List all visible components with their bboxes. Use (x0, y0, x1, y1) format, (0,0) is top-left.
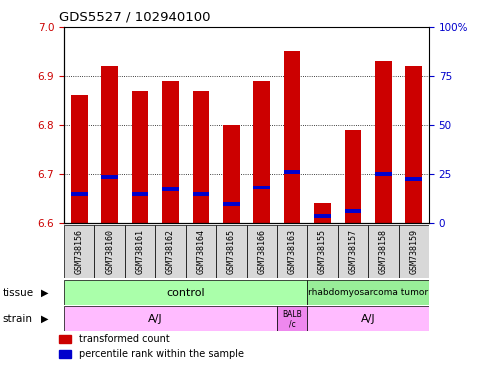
Bar (223, 202, 240, 205)
Bar (307, 225, 338, 278)
Text: GSM738165: GSM738165 (227, 229, 236, 274)
Bar (345, 209, 361, 213)
Bar (398, 225, 429, 278)
Bar (162, 81, 179, 223)
Bar (284, 51, 300, 223)
Bar (71, 96, 88, 223)
Text: A/J: A/J (361, 314, 375, 324)
Bar (64, 280, 307, 305)
Bar (277, 225, 307, 278)
Legend: transformed count, percentile rank within the sample: transformed count, percentile rank withi… (59, 334, 244, 359)
Bar (71, 192, 88, 196)
Bar (132, 192, 148, 196)
Bar (368, 225, 398, 278)
Bar (345, 130, 361, 223)
Text: tissue: tissue (2, 288, 34, 298)
Text: control: control (166, 288, 205, 298)
Bar (64, 225, 95, 278)
Bar (216, 225, 246, 278)
Text: GSM738155: GSM738155 (318, 229, 327, 274)
Text: GSM738161: GSM738161 (136, 229, 144, 274)
Text: ▶: ▶ (40, 314, 48, 324)
Bar (307, 280, 429, 305)
Bar (193, 91, 209, 223)
Bar (246, 225, 277, 278)
Text: GSM738162: GSM738162 (166, 229, 175, 274)
Bar (314, 203, 331, 223)
Bar (162, 187, 179, 191)
Bar (64, 306, 277, 331)
Bar (405, 177, 422, 181)
Bar (375, 61, 391, 223)
Bar (284, 170, 300, 174)
Bar (155, 225, 186, 278)
Text: A/J: A/J (148, 314, 163, 324)
Text: GSM738160: GSM738160 (105, 229, 114, 274)
Bar (102, 175, 118, 179)
Text: ▶: ▶ (40, 288, 48, 298)
Bar (405, 66, 422, 223)
Bar (186, 225, 216, 278)
Bar (193, 192, 209, 196)
Text: GSM738166: GSM738166 (257, 229, 266, 274)
Text: GSM738158: GSM738158 (379, 229, 388, 274)
Text: GSM738159: GSM738159 (409, 229, 418, 274)
Text: strain: strain (2, 314, 33, 324)
Bar (95, 225, 125, 278)
Text: GSM738163: GSM738163 (287, 229, 297, 274)
Bar (314, 214, 331, 218)
Bar (125, 225, 155, 278)
Bar (277, 306, 307, 331)
Bar (307, 306, 429, 331)
Text: GSM738164: GSM738164 (196, 229, 206, 274)
Bar (375, 172, 391, 176)
Bar (102, 66, 118, 223)
Text: GSM738156: GSM738156 (75, 229, 84, 274)
Bar (223, 125, 240, 223)
Text: GSM738157: GSM738157 (349, 229, 357, 274)
Text: BALB
/c: BALB /c (282, 310, 302, 328)
Bar (253, 185, 270, 189)
Bar (132, 91, 148, 223)
Bar (338, 225, 368, 278)
Text: GDS5527 / 102940100: GDS5527 / 102940100 (59, 11, 211, 24)
Bar (253, 81, 270, 223)
Text: rhabdomyosarcoma tumor: rhabdomyosarcoma tumor (308, 288, 428, 297)
